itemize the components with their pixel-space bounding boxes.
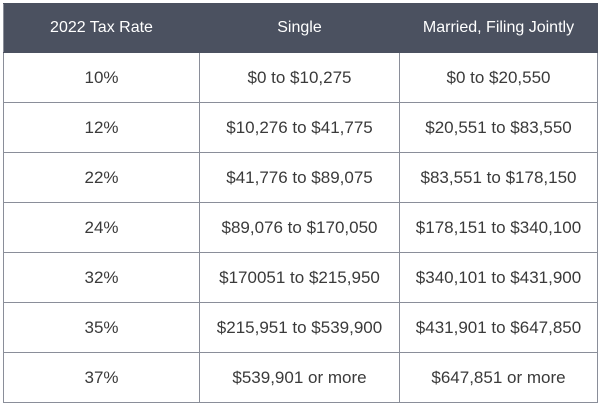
table-row: 10% $0 to $10,275 $0 to $20,550: [3, 52, 598, 103]
cell-married-range: $178,151 to $340,100: [399, 202, 598, 253]
table-header-row: 2022 Tax Rate Single Married, Filing Joi…: [3, 3, 598, 53]
cell-tax-rate: 24%: [3, 202, 200, 253]
header-married-filing-jointly: Married, Filing Jointly: [399, 3, 598, 53]
cell-married-range: $431,901 to $647,850: [399, 302, 598, 353]
cell-single-range: $41,776 to $89,075: [199, 152, 400, 203]
cell-single-range: $89,076 to $170,050: [199, 202, 400, 253]
cell-single-range: $170051 to $215,950: [199, 252, 400, 303]
table-row: 32% $170051 to $215,950 $340,101 to $431…: [3, 252, 598, 303]
cell-tax-rate: 22%: [3, 152, 200, 203]
tax-brackets-table: 2022 Tax Rate Single Married, Filing Joi…: [3, 3, 598, 403]
header-single: Single: [199, 3, 400, 53]
cell-tax-rate: 10%: [3, 52, 200, 103]
header-tax-rate: 2022 Tax Rate: [3, 3, 200, 53]
cell-tax-rate: 35%: [3, 302, 200, 353]
table-row: 35% $215,951 to $539,900 $431,901 to $64…: [3, 302, 598, 353]
cell-married-range: $647,851 or more: [399, 352, 598, 403]
cell-married-range: $0 to $20,550: [399, 52, 598, 103]
cell-single-range: $0 to $10,275: [199, 52, 400, 103]
cell-married-range: $20,551 to $83,550: [399, 102, 598, 153]
cell-single-range: $539,901 or more: [199, 352, 400, 403]
cell-tax-rate: 32%: [3, 252, 200, 303]
cell-tax-rate: 37%: [3, 352, 200, 403]
cell-married-range: $83,551 to $178,150: [399, 152, 598, 203]
table-row: 12% $10,276 to $41,775 $20,551 to $83,55…: [3, 102, 598, 153]
table-row: 24% $89,076 to $170,050 $178,151 to $340…: [3, 202, 598, 253]
cell-married-range: $340,101 to $431,900: [399, 252, 598, 303]
table-row: 37% $539,901 or more $647,851 or more: [3, 352, 598, 403]
cell-single-range: $215,951 to $539,900: [199, 302, 400, 353]
table-row: 22% $41,776 to $89,075 $83,551 to $178,1…: [3, 152, 598, 203]
cell-tax-rate: 12%: [3, 102, 200, 153]
cell-single-range: $10,276 to $41,775: [199, 102, 400, 153]
